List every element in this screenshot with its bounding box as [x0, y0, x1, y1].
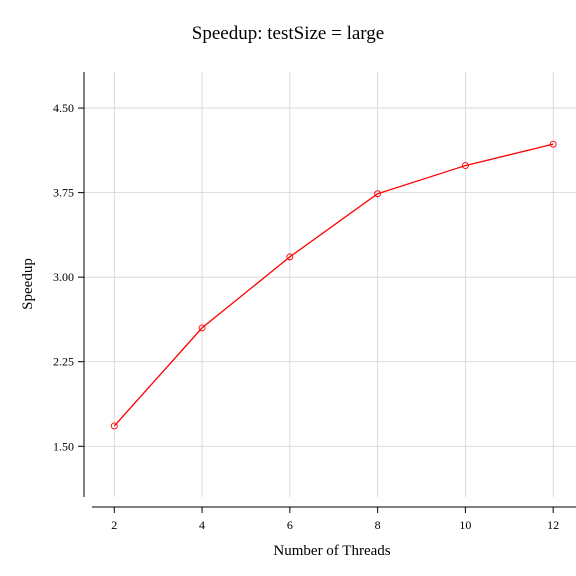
series-line-0	[113, 143, 554, 427]
x-tick-label-5: 12	[547, 518, 559, 532]
y-axis-label: Speedup	[20, 258, 36, 310]
data-point-0	[110, 422, 118, 430]
data-point-2	[286, 253, 294, 261]
y-tick-label-4: 4.50	[53, 101, 74, 115]
x-tick-label-3: 8	[375, 518, 381, 532]
data-point-3	[374, 190, 382, 198]
x-tick-label-1: 4	[199, 518, 205, 532]
grid-lines	[84, 72, 576, 497]
x-tick-label-0: 2	[111, 518, 117, 532]
y-tick-label-0: 1.50	[53, 439, 74, 453]
x-ticks: 2 4 6 8 10 12	[111, 507, 559, 532]
data-point-5	[549, 140, 557, 148]
y-tick-label-1: 2.25	[53, 355, 74, 369]
y-tick-label-2: 3.00	[53, 270, 74, 284]
chart-title: Speedup: testSize = large	[192, 23, 384, 44]
x-axis-label: Number of Threads	[273, 543, 390, 559]
axes	[83, 72, 576, 508]
y-ticks: 1.50 2.25 3.00 3.75 4.50	[53, 101, 84, 453]
data-point-4	[461, 162, 469, 170]
x-tick-label-2: 6	[287, 518, 293, 532]
y-tick-label-3: 3.75	[53, 186, 74, 200]
series-layer	[110, 140, 557, 430]
x-tick-label-4: 10	[459, 518, 471, 532]
data-point-1	[198, 324, 206, 332]
